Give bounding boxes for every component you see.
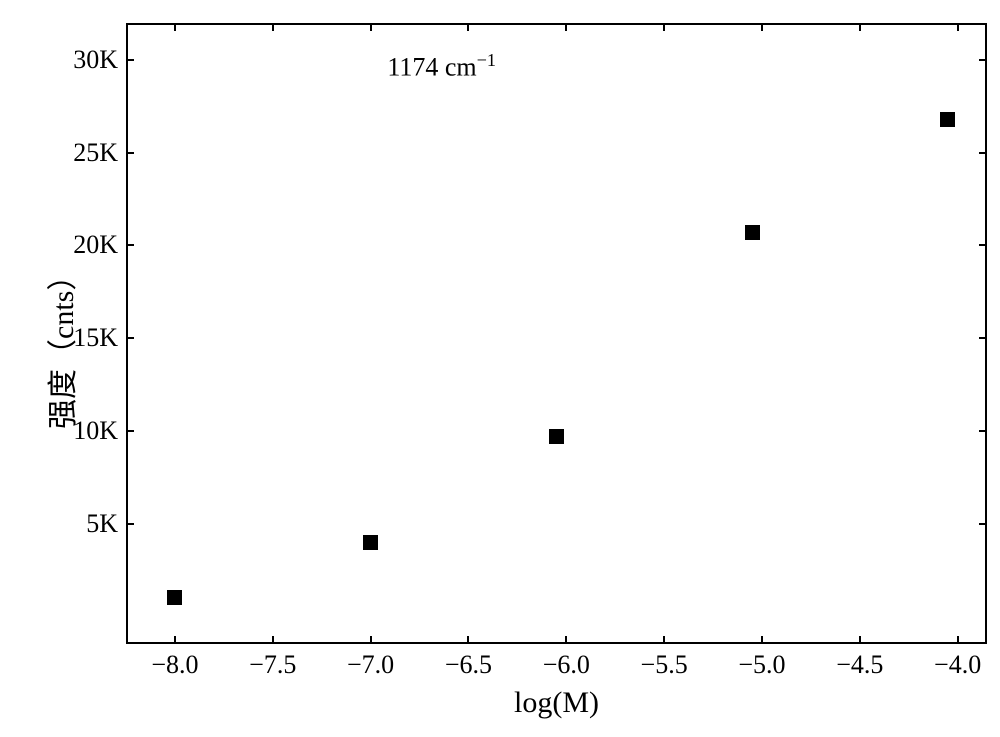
y-tick-right: [979, 59, 987, 61]
x-tick-bottom: [174, 636, 176, 644]
data-point: [167, 590, 182, 605]
y-tick-label: 5K: [86, 509, 118, 539]
x-tick-bottom: [663, 636, 665, 644]
x-tick-bottom: [957, 636, 959, 644]
x-tick-top: [174, 23, 176, 31]
x-tick-label: −4.0: [928, 650, 988, 680]
x-tick-label: −7.0: [341, 650, 401, 680]
x-tick-top: [663, 23, 665, 31]
y-tick-label: 25K: [73, 138, 118, 168]
x-axis-label: log(M): [497, 686, 617, 720]
x-tick-label: −7.5: [243, 650, 303, 680]
annotation-main: 1174 cm: [387, 53, 476, 82]
y-tick-right: [979, 430, 987, 432]
x-tick-top: [370, 23, 372, 31]
x-tick-top: [957, 23, 959, 31]
x-tick-top: [272, 23, 274, 31]
x-tick-label: −6.5: [438, 650, 498, 680]
y-tick-right: [979, 244, 987, 246]
x-tick-label: −4.5: [830, 650, 890, 680]
data-point: [745, 225, 760, 240]
data-point: [549, 429, 564, 444]
y-tick-left: [126, 430, 134, 432]
annotation-sup: −1: [477, 50, 496, 70]
x-tick-label: −5.5: [634, 650, 694, 680]
x-tick-bottom: [272, 636, 274, 644]
x-tick-top: [859, 23, 861, 31]
x-tick-top: [565, 23, 567, 31]
chart-annotation: 1174 cm−1: [387, 50, 496, 83]
y-tick-right: [979, 152, 987, 154]
plot-area: [126, 23, 987, 644]
data-point: [940, 112, 955, 127]
y-axis-label: 强度（cnts）: [38, 260, 82, 428]
x-tick-bottom: [370, 636, 372, 644]
y-tick-label: 20K: [73, 230, 118, 260]
y-tick-left: [126, 244, 134, 246]
y-tick-left: [126, 152, 134, 154]
data-point: [363, 535, 378, 550]
y-tick-left: [126, 337, 134, 339]
x-tick-bottom: [565, 636, 567, 644]
x-tick-label: −8.0: [145, 650, 205, 680]
x-tick-label: −6.0: [536, 650, 596, 680]
x-tick-label: −5.0: [732, 650, 792, 680]
y-tick-left: [126, 523, 134, 525]
x-tick-top: [761, 23, 763, 31]
x-tick-top: [467, 23, 469, 31]
y-tick-label: 30K: [73, 45, 118, 75]
x-tick-bottom: [859, 636, 861, 644]
y-tick-left: [126, 59, 134, 61]
y-tick-right: [979, 337, 987, 339]
y-tick-right: [979, 523, 987, 525]
x-tick-bottom: [467, 636, 469, 644]
chart-container: −8.0−7.5−7.0−6.5−6.0−5.5−5.0−4.5−4.05K10…: [0, 0, 1000, 737]
x-tick-bottom: [761, 636, 763, 644]
